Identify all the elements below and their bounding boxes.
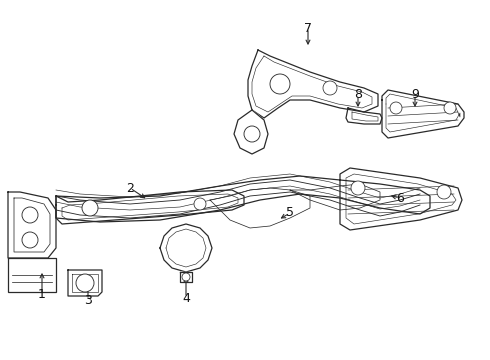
Circle shape bbox=[244, 126, 260, 142]
Circle shape bbox=[76, 274, 94, 292]
Circle shape bbox=[351, 181, 365, 195]
Text: 4: 4 bbox=[182, 292, 190, 305]
Text: 1: 1 bbox=[38, 288, 46, 302]
Circle shape bbox=[82, 200, 98, 216]
Text: 2: 2 bbox=[126, 181, 134, 194]
Polygon shape bbox=[56, 190, 244, 224]
Circle shape bbox=[444, 102, 456, 114]
Polygon shape bbox=[346, 108, 382, 124]
Circle shape bbox=[323, 81, 337, 95]
Circle shape bbox=[22, 207, 38, 223]
Bar bbox=[8, 258, 56, 292]
Polygon shape bbox=[160, 224, 212, 272]
Polygon shape bbox=[340, 168, 462, 230]
Circle shape bbox=[182, 273, 190, 281]
Circle shape bbox=[437, 185, 451, 199]
Text: 6: 6 bbox=[396, 192, 404, 204]
Polygon shape bbox=[180, 272, 192, 282]
Text: 5: 5 bbox=[286, 207, 294, 220]
Polygon shape bbox=[56, 176, 430, 222]
Circle shape bbox=[270, 74, 290, 94]
Polygon shape bbox=[8, 192, 56, 258]
Polygon shape bbox=[234, 110, 268, 154]
Polygon shape bbox=[382, 90, 464, 138]
Polygon shape bbox=[68, 270, 102, 296]
Text: 7: 7 bbox=[304, 22, 312, 35]
Circle shape bbox=[390, 102, 402, 114]
Text: 9: 9 bbox=[411, 89, 419, 102]
Circle shape bbox=[22, 232, 38, 248]
Polygon shape bbox=[248, 50, 378, 118]
Text: 3: 3 bbox=[84, 293, 92, 306]
Circle shape bbox=[194, 198, 206, 210]
Text: 8: 8 bbox=[354, 89, 362, 102]
